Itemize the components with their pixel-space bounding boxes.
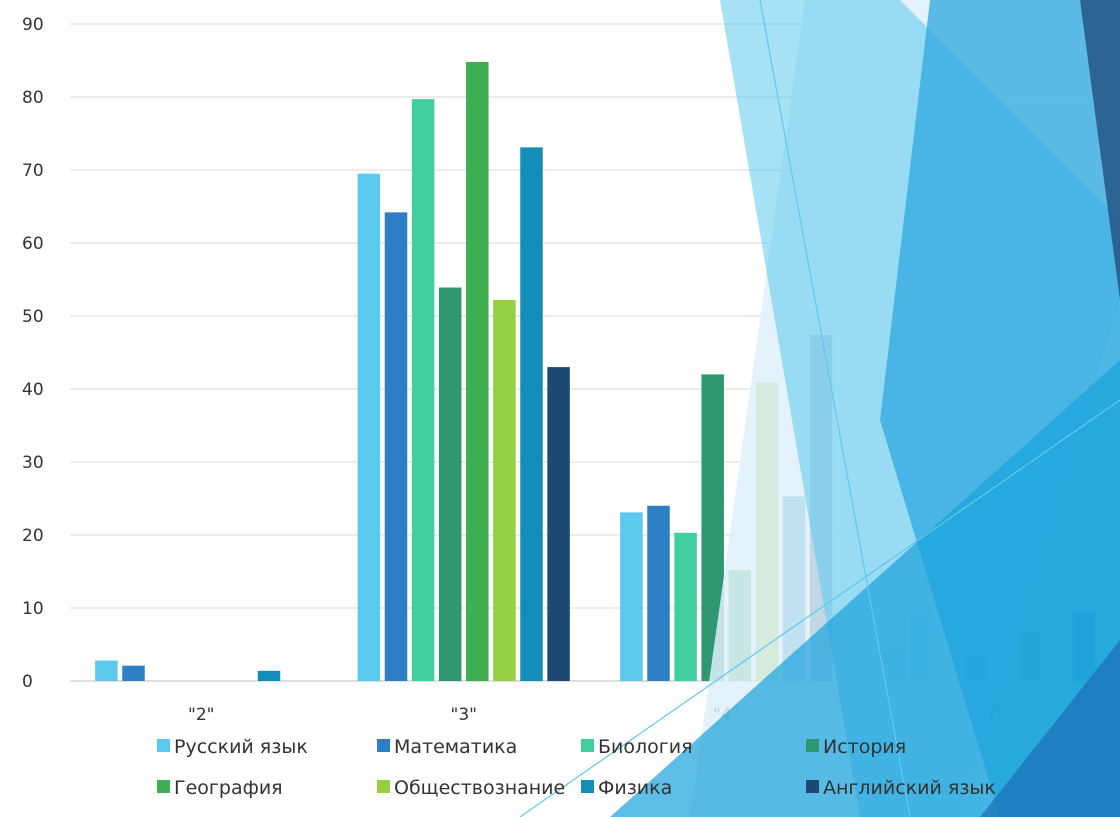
y-axis: 0 10 20 30 40 50 60 70 80 90 (22, 15, 44, 692)
legend-label: Английский язык (823, 777, 996, 799)
legend-label: Обществознание (394, 777, 565, 799)
legend-swatch (157, 739, 170, 752)
bar (493, 299, 516, 681)
x-tick-label: "3" (451, 705, 477, 725)
bar (122, 665, 145, 681)
bar (438, 287, 462, 681)
y-tick-label: 30 (22, 453, 44, 473)
y-tick-label: 0 (22, 672, 33, 692)
legend-label: Математика (394, 736, 517, 758)
legend-label: История (823, 736, 906, 758)
bar (701, 374, 724, 681)
legend-label: Русский язык (174, 736, 308, 758)
legend-item: Биология (581, 736, 693, 758)
bar (520, 147, 543, 681)
legend-item: Обществознание (377, 777, 565, 799)
legend-item: Физика (581, 777, 672, 799)
y-tick-label: 70 (22, 161, 44, 181)
legend-item: Английский язык (806, 777, 996, 799)
legend-item: Русский язык (157, 736, 308, 758)
bar (357, 173, 381, 681)
legend-swatch (377, 739, 390, 752)
bar (95, 660, 118, 681)
y-tick-label: 20 (22, 526, 44, 546)
bar (674, 532, 697, 681)
y-tick-label: 60 (22, 234, 44, 254)
legend-item: Математика (377, 736, 517, 758)
y-tick-label: 10 (22, 599, 44, 619)
y-tick-label: 90 (22, 15, 44, 35)
legend-label: Физика (598, 777, 672, 799)
legend-swatch (806, 780, 819, 793)
bar (547, 367, 570, 681)
legend-item: История (806, 736, 906, 758)
legend-label: География (174, 777, 283, 799)
legend-label: Биология (598, 736, 693, 758)
x-tick-label: "2" (188, 705, 214, 725)
legend-swatch (377, 780, 390, 793)
legend-swatch (806, 739, 819, 752)
legend-swatch (157, 780, 170, 793)
y-tick-label: 80 (22, 88, 44, 108)
bar (620, 512, 643, 681)
bar (466, 61, 489, 681)
legend-item: География (157, 777, 283, 799)
bar (384, 212, 408, 681)
legend-swatch (581, 739, 594, 752)
y-tick-label: 50 (22, 307, 44, 327)
y-tick-label: 40 (22, 380, 44, 400)
legend-swatch (581, 780, 594, 793)
background-decoration (519, 0, 1120, 817)
legend: Русский язык Математика Биология История Гео… (157, 736, 996, 799)
bar (411, 99, 435, 681)
bar (647, 505, 670, 681)
bar (257, 670, 281, 681)
